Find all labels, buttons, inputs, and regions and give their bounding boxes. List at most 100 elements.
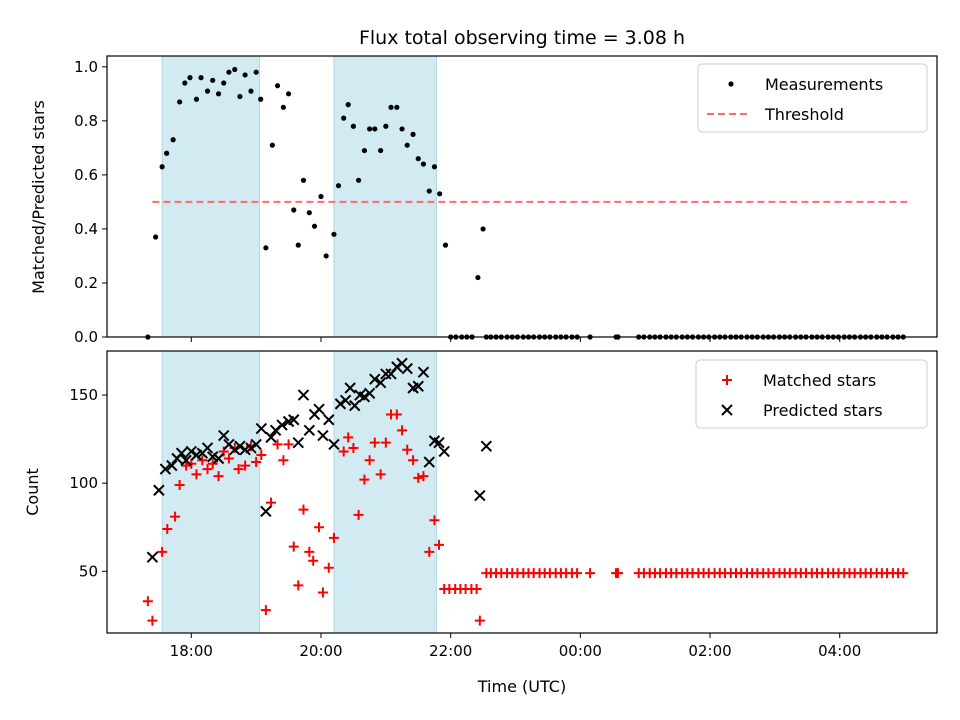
matched-star-point	[418, 471, 429, 482]
legend-label-predicted: Predicted stars	[763, 401, 883, 420]
y-tick-label: 0.2	[74, 274, 98, 292]
x-tick-label: 20:00	[299, 642, 342, 660]
matched-star-point	[256, 449, 267, 460]
matched-star-point	[240, 460, 251, 471]
measurement-point	[193, 96, 200, 102]
y-axis-label-bottom: Count	[23, 468, 42, 516]
measurement-point	[361, 147, 368, 154]
predicted-star-point	[417, 366, 430, 378]
legend-marker-predicted	[721, 404, 733, 416]
matched-star-point	[434, 539, 444, 550]
predicted-star-point	[412, 380, 424, 392]
matched-star-point	[413, 472, 424, 483]
predicted-star-point	[175, 447, 188, 459]
y-tick-label: 0.8	[74, 112, 98, 130]
predicted-star-point	[438, 445, 450, 458]
shaded-interval	[333, 350, 437, 634]
matched-star-point	[233, 464, 244, 475]
measurement-point	[232, 66, 238, 73]
measurement-point	[291, 207, 297, 213]
measurement-point	[226, 69, 232, 75]
measurement-point	[331, 231, 337, 237]
predicted-star-point	[218, 429, 230, 442]
predicted-star-point	[339, 394, 352, 407]
legend-top: Measurements Threshold	[697, 63, 928, 133]
measurement-point	[388, 104, 394, 110]
matched-star-point	[364, 455, 375, 466]
matched-star-point	[266, 497, 277, 508]
predicted-star-point	[255, 422, 268, 435]
measurement-point	[215, 91, 222, 97]
x-tick-label: 04:00	[818, 642, 861, 660]
measurement-point	[159, 164, 165, 170]
plot-frame-bottom	[106, 350, 938, 634]
predicted-star-point	[288, 414, 300, 426]
measurement-point	[420, 161, 427, 167]
measurement-point	[355, 177, 362, 183]
x-tick-label: 00:00	[559, 642, 602, 660]
measurement-point	[274, 83, 281, 89]
predicted-star-point	[245, 442, 257, 454]
panel-bottom: 50 100 150 18:00 20:00 22:00 00:00 02:00 04:00 Ma…	[69, 350, 938, 660]
predicted-star-point	[363, 387, 376, 400]
predicted-star-point	[212, 452, 225, 465]
measurement-point	[367, 126, 373, 132]
legend-label-matched: Matched stars	[763, 371, 876, 390]
predicted-star-point	[380, 368, 392, 380]
matched-star-point	[260, 605, 271, 616]
legend-bottom: Matched stars Predicted stars	[695, 359, 928, 429]
chart-title: Flux total observing time = 3.08 h	[359, 27, 685, 49]
measurement-point	[253, 69, 259, 75]
measurement-point	[182, 80, 188, 86]
predicted-star-point	[344, 382, 356, 394]
predicted-star-point	[374, 377, 387, 389]
predicted-star-point	[229, 443, 241, 456]
matched-star-point	[402, 444, 413, 455]
y-tick-label: 0.6	[74, 166, 98, 184]
measurement-point	[345, 102, 351, 108]
y-tick-label: 0.4	[74, 220, 98, 238]
measurement-point	[300, 177, 307, 183]
matched-star-point	[391, 409, 402, 420]
matched-star-point	[304, 546, 315, 557]
measurement-point	[177, 99, 183, 105]
predicted-star-point	[328, 438, 340, 451]
legend-frame	[695, 359, 928, 429]
measurement-point	[170, 137, 176, 143]
measurement-point	[404, 142, 410, 148]
y-tick-label: 0.0	[74, 328, 98, 346]
predicted-star-point	[146, 551, 159, 563]
matched-star-point	[278, 455, 289, 466]
matched-star-point	[612, 568, 623, 579]
y-tick-label: 50	[79, 562, 98, 580]
measurement-point	[153, 234, 159, 240]
matched-star-point	[898, 568, 909, 579]
predicted-star-point	[369, 373, 381, 385]
matched-star-point	[283, 439, 294, 450]
measurement-point	[442, 242, 449, 248]
matched-star-point	[343, 432, 354, 443]
matched-star-point	[162, 524, 173, 535]
measurement-point	[204, 88, 211, 94]
predicted-star-point	[433, 436, 445, 449]
predicted-star-point	[297, 389, 310, 401]
legend-label-threshold: Threshold	[764, 105, 844, 124]
measurement-point	[410, 131, 416, 137]
matched-star-point	[474, 615, 485, 626]
matched-star-point	[572, 568, 583, 579]
predicted-star-point	[292, 436, 304, 449]
measurement-point	[480, 226, 486, 232]
y-tick-label: 1.0	[74, 58, 98, 76]
measurement-point	[475, 274, 481, 281]
predicted-star-point	[201, 442, 214, 454]
matched-star-point	[348, 442, 359, 453]
matched-star-point	[308, 555, 319, 566]
measurement-point	[431, 164, 438, 170]
predicted-star-point	[391, 361, 403, 373]
matched-star-point	[359, 474, 370, 485]
matched-star-point	[353, 509, 364, 520]
x-tick-label: 22:00	[429, 642, 472, 660]
legend-marker-matched	[722, 375, 732, 385]
measurement-point	[383, 123, 389, 129]
